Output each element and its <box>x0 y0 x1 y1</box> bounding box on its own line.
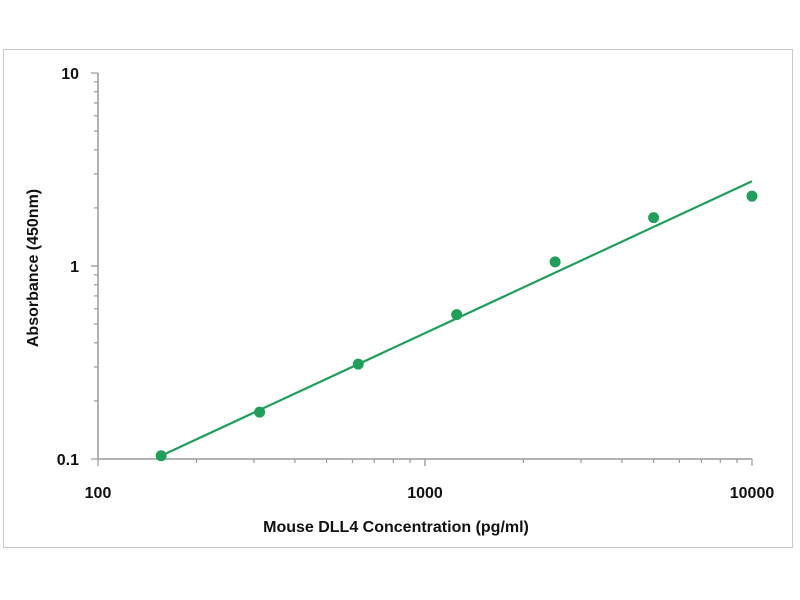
data-point <box>746 190 758 202</box>
x-tick-label-1000: 1000 <box>407 485 443 502</box>
x-axis-title: Mouse DLL4 Concentration (pg/ml) <box>263 519 529 536</box>
data-points <box>155 190 758 462</box>
data-point <box>352 358 364 370</box>
chart-frame <box>3 49 793 548</box>
data-point <box>451 309 463 321</box>
x-tick-label-100: 100 <box>85 485 112 502</box>
data-point <box>254 406 266 418</box>
axes <box>97 73 752 460</box>
data-point <box>648 212 660 224</box>
data-point <box>549 256 561 268</box>
data-point <box>155 450 167 462</box>
tick-labels: 0.1 1 10 100 1000 10000 <box>57 66 775 502</box>
y-tick-label-0.1: 0.1 <box>57 452 79 469</box>
y-tick-label-10: 10 <box>61 66 79 83</box>
y-tick-label-1: 1 <box>70 259 79 276</box>
x-tick-label-10000: 10000 <box>730 485 775 502</box>
ticks <box>91 72 753 466</box>
y-axis-title: Absorbance (450nm) <box>25 189 42 347</box>
